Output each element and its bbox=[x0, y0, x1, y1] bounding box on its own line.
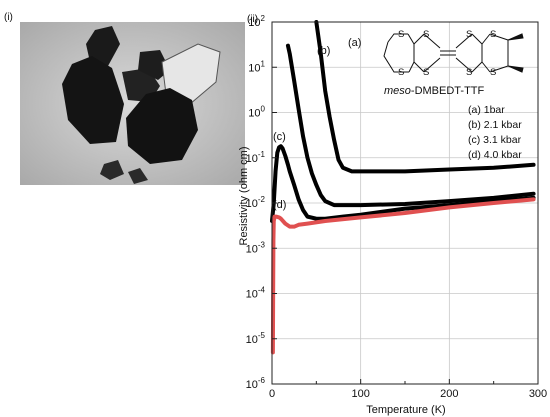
y-axis-title: Resistivity (ohm cm) bbox=[238, 146, 250, 245]
crystal-shape bbox=[100, 160, 124, 180]
series-line-d bbox=[270, 197, 536, 355]
legend-entry: (d) 4.0 kbar bbox=[468, 149, 522, 161]
panel-label-ii: (ii) bbox=[247, 14, 258, 25]
svg-text:S: S bbox=[423, 29, 429, 40]
svg-text:S: S bbox=[490, 67, 496, 78]
x-tick-label: 300 bbox=[529, 388, 547, 400]
svg-text:S: S bbox=[398, 67, 404, 78]
y-tick-label: 10-3 bbox=[246, 240, 266, 255]
series-line-a bbox=[314, 20, 536, 174]
svg-text:S: S bbox=[490, 29, 496, 40]
x-tick-label: 0 bbox=[269, 388, 275, 400]
curve-tag-a: (a) bbox=[348, 37, 361, 49]
data-curves bbox=[270, 20, 536, 355]
molecule-sulfur-labels: S S S S S S S S bbox=[398, 29, 496, 78]
svg-text:S: S bbox=[423, 67, 429, 78]
legend-entry: (a) 1bar bbox=[468, 104, 505, 116]
crystal-shape bbox=[62, 56, 124, 144]
svg-text:S: S bbox=[398, 29, 404, 40]
curve-tag-d: (d) bbox=[273, 199, 286, 211]
y-tick-label: 10-2 bbox=[246, 195, 266, 210]
crystal-shape bbox=[128, 168, 148, 184]
molecule-name: meso-DMBEDT-TTF bbox=[384, 85, 485, 97]
curve-tag-c: (c) bbox=[273, 131, 286, 143]
y-tick-label: 10-1 bbox=[246, 150, 266, 165]
molecule-structure bbox=[383, 33, 524, 73]
axes: 0 100 200 300 10-6 10-5 10-4 10-3 10-2 10-1 100 101… bbox=[246, 14, 548, 400]
crystal-shape bbox=[138, 50, 170, 80]
x-axis-title: Temperature (K) bbox=[366, 404, 445, 416]
legend-entry: (c) 3.1 kbar bbox=[468, 134, 522, 146]
crystal-shape bbox=[126, 88, 198, 164]
y-tick-label: 100 bbox=[248, 105, 265, 120]
y-tick-label: 101 bbox=[248, 59, 265, 74]
x-tick-label: 100 bbox=[351, 388, 369, 400]
crystal-photo bbox=[20, 22, 245, 185]
crystal-shape bbox=[86, 26, 120, 66]
legend: (a) 1bar (b) 2.1 kbar (c) 3.1 kbar (d) 4… bbox=[468, 104, 522, 161]
x-tick-label: 200 bbox=[440, 388, 458, 400]
curve-tag-b: (b) bbox=[317, 45, 330, 57]
svg-text:S: S bbox=[466, 29, 472, 40]
series-line-c bbox=[270, 144, 536, 224]
y-tick-label: 10-4 bbox=[246, 286, 266, 301]
y-tick-label: 102 bbox=[248, 14, 265, 29]
legend-entry: (b) 2.1 kbar bbox=[468, 119, 522, 131]
y-tick-label: 10-6 bbox=[246, 376, 266, 391]
panel-label-i: (i) bbox=[4, 12, 13, 23]
series-line-b bbox=[285, 43, 536, 208]
svg-text:S: S bbox=[466, 67, 472, 78]
y-tick-label: 10-5 bbox=[246, 331, 266, 346]
